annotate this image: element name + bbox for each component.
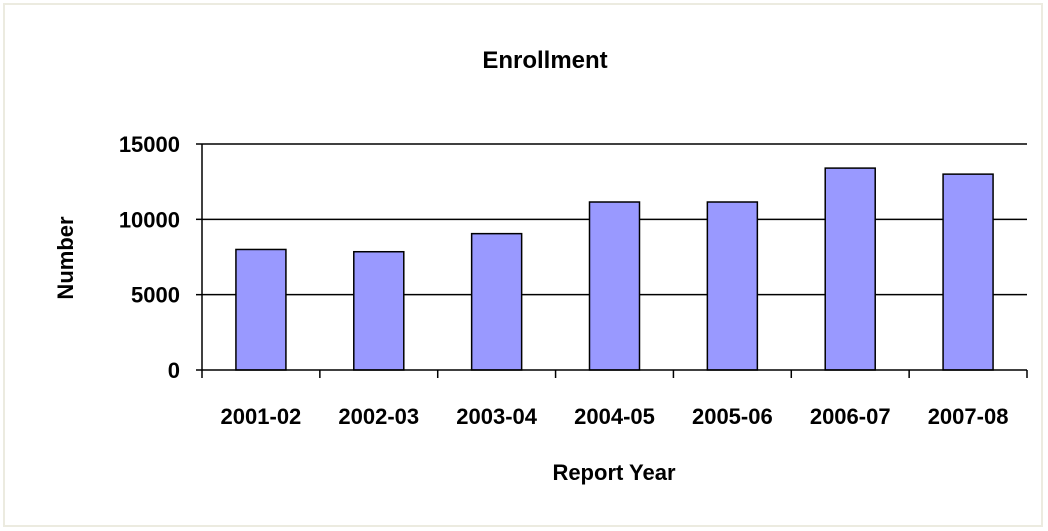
bar (470, 232, 523, 371)
bar (353, 250, 405, 371)
y-tick-labels: 0 5000 10000 15000 (119, 132, 180, 383)
bar (235, 248, 287, 371)
chart-title: Enrollment (482, 47, 607, 74)
y-tick-label: 5000 (131, 283, 180, 308)
bar (942, 173, 994, 371)
y-axis-label: Number (53, 216, 78, 300)
x-tick-label: 2006-07 (810, 404, 891, 429)
x-tick-label: 2004-05 (574, 404, 655, 429)
y-tick-label: 15000 (119, 132, 180, 157)
x-tick-label: 2005-06 (692, 404, 773, 429)
x-axis-label: Report Year (552, 460, 676, 485)
bars (235, 167, 994, 371)
axes (196, 143, 1028, 378)
y-tick-label: 0 (168, 358, 180, 383)
bar (824, 167, 876, 371)
x-tick-label: 2007-08 (928, 404, 1009, 429)
bar (706, 201, 759, 371)
bar (588, 201, 641, 371)
x-tick-labels: 2001-02 2002-03 2003-04 2004-05 2005-06 2006-… (221, 404, 1009, 429)
x-tick-label: 2003-04 (456, 404, 538, 429)
x-tick-label: 2002-03 (338, 404, 419, 429)
x-tick-label: 2001-02 (221, 404, 302, 429)
y-tick-label: 10000 (119, 207, 180, 232)
